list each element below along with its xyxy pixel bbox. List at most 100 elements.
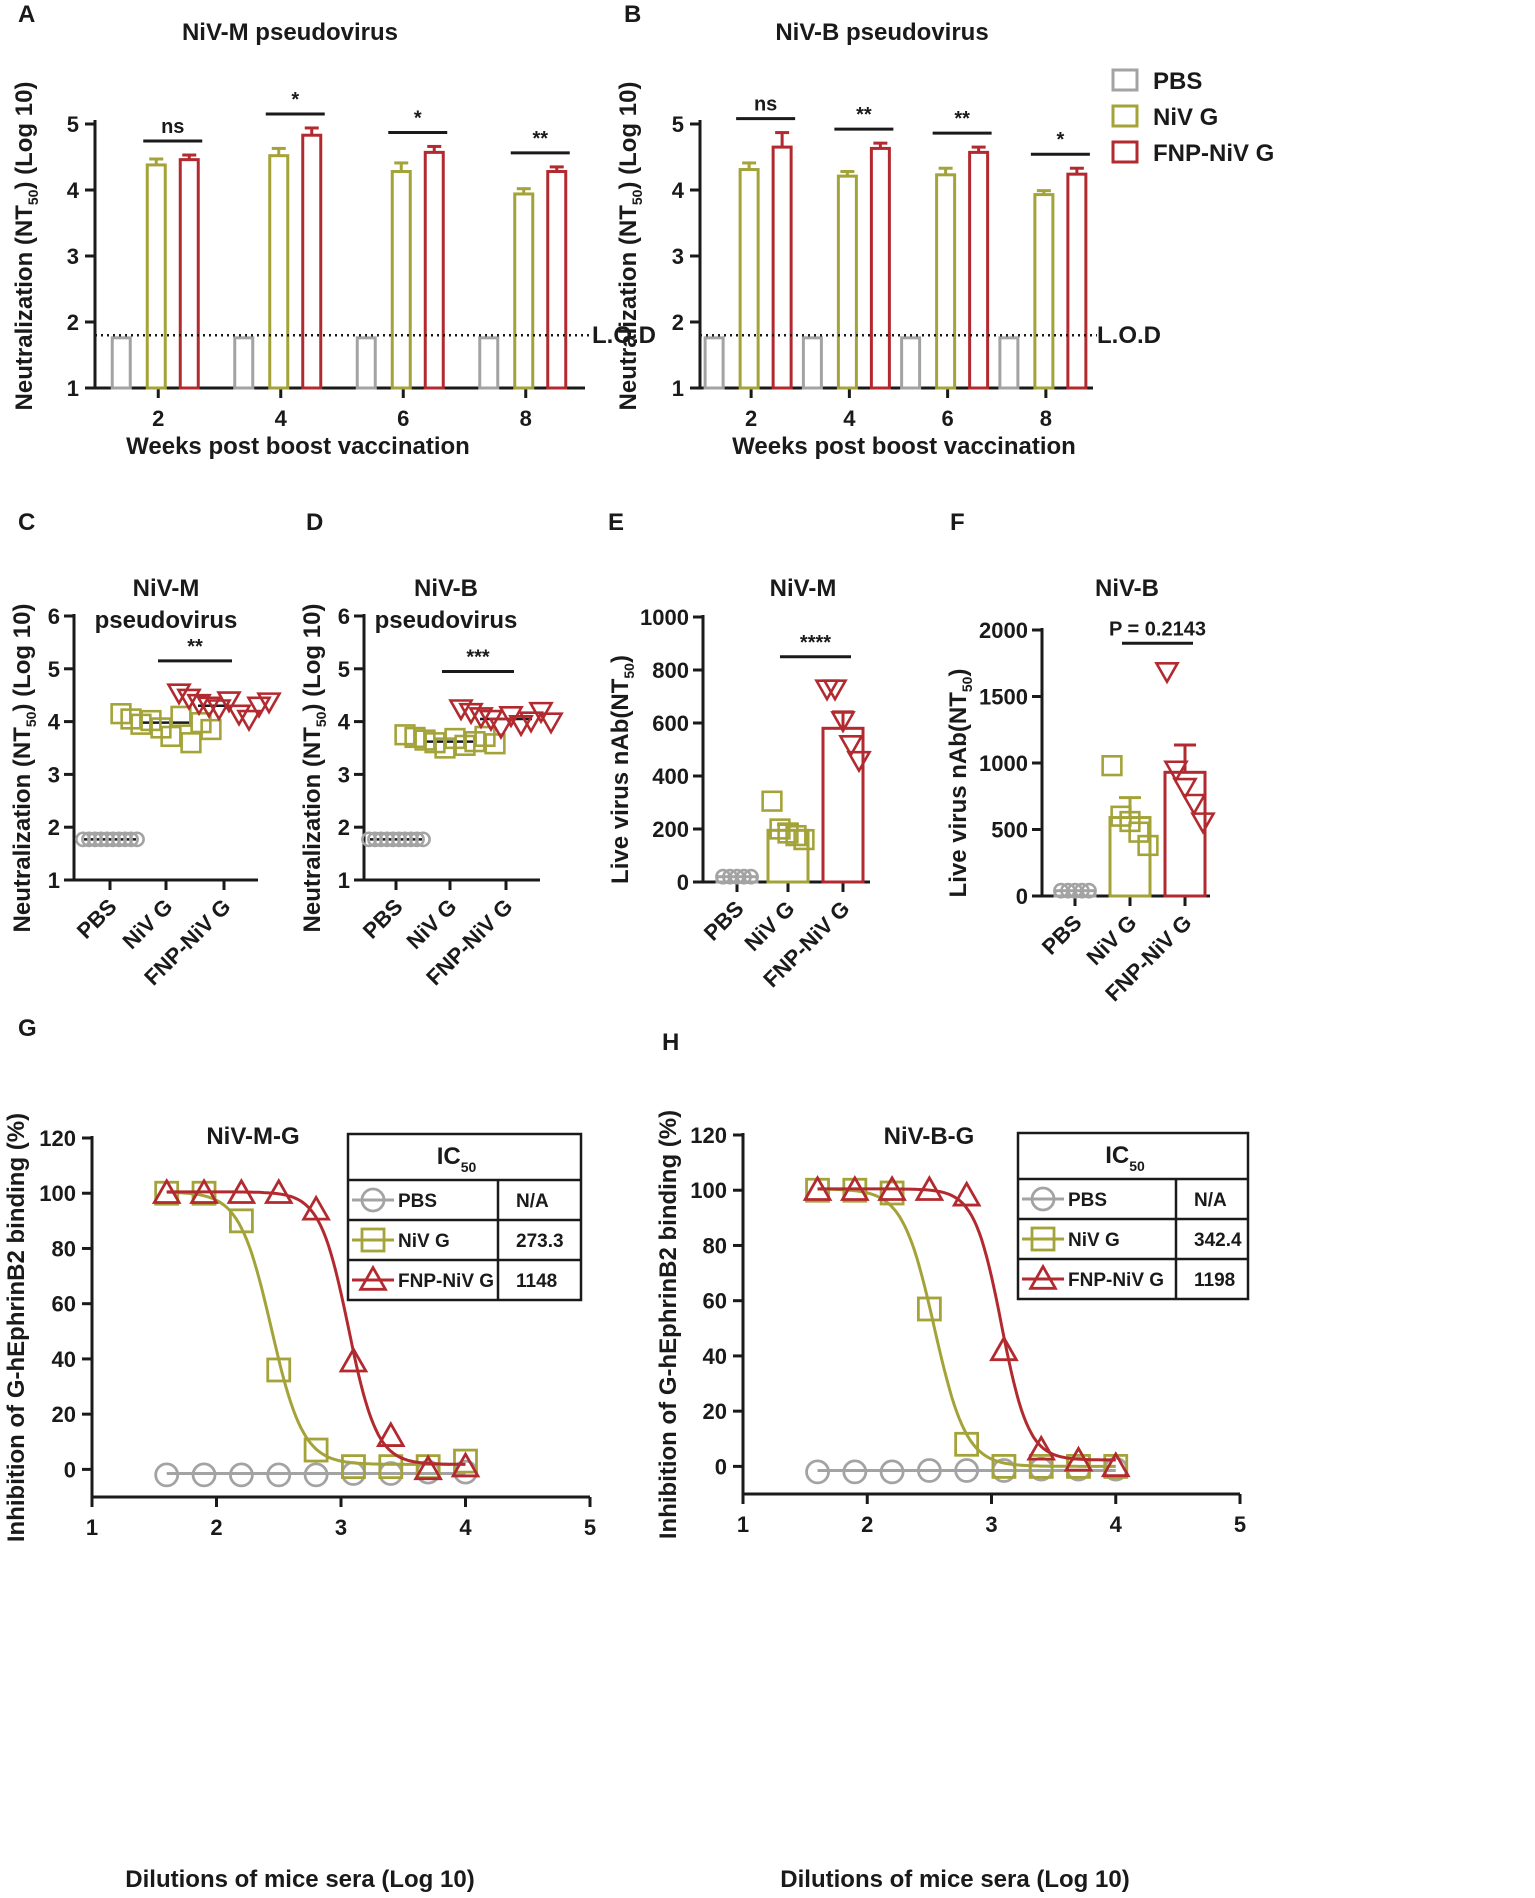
panel-G: G NiV-M-G 0 20 40 60 80 100 120 1 2 3 4 5 Inhibition o…	[3, 1015, 596, 1893]
data-point-fnp	[1181, 793, 1207, 817]
data-point-pbs	[805, 1459, 830, 1485]
x-tick-label-F: PBS	[1037, 910, 1087, 960]
table-label-nivg: NiV G	[398, 1231, 450, 1252]
data-point-fnp	[1163, 760, 1189, 783]
legend-swatch-nivg	[1111, 104, 1139, 128]
data-point-pbs	[1081, 882, 1097, 899]
y-tick-label-C: 4	[48, 710, 61, 735]
data-point-nivg	[777, 822, 799, 844]
data-point-fnp	[1026, 1434, 1057, 1461]
x-tick-label-H: 3	[985, 1512, 997, 1537]
lod-label-B: L.O.D	[1097, 322, 1161, 349]
y-tick-label-E: 400	[652, 764, 689, 789]
x-tick-label-G: 1	[86, 1515, 98, 1540]
x-tick-label-A: 2	[152, 406, 164, 431]
data-point-nivg	[879, 1180, 905, 1206]
y-tick-label-A: 1	[67, 376, 79, 401]
bar-nivg	[145, 163, 167, 390]
y-tick-label-D: 1	[338, 868, 350, 893]
data-point-pbs	[266, 1462, 292, 1488]
significance-F-label: P = 0.2143	[1109, 618, 1206, 640]
panel-letter-E: E	[608, 509, 624, 536]
panel-letter-C: C	[18, 509, 35, 536]
chart-title-E: NiV-M	[770, 575, 837, 602]
bar-fnp	[869, 146, 891, 390]
table-value-fnp: 1198	[1194, 1270, 1235, 1291]
ic50-table-H: IC50 PBS N/A NiV G 342.4 FNP-NiV G 1198	[1016, 1131, 1250, 1301]
y-tick-label-H: 100	[690, 1178, 727, 1203]
y-tick-label-H: 120	[690, 1123, 727, 1148]
data-point-fnp	[256, 692, 282, 715]
data-point-fnp	[176, 688, 202, 712]
chart-title-C: pseudovirus	[95, 607, 238, 634]
bar-fnp	[771, 145, 793, 390]
significance-C-label: **	[187, 636, 203, 658]
data-point-fnp	[196, 696, 222, 719]
table-label-fnp: FNP-NiV G	[1068, 1270, 1164, 1291]
data-point-nivg	[453, 1448, 478, 1474]
bar-fnp	[1066, 172, 1088, 390]
data-point-pbs	[736, 868, 752, 885]
panel-letter-F: F	[950, 509, 965, 536]
data-point-fnp	[528, 701, 554, 725]
x-axis-label-G: Dilutions of mice sera (Log 10)	[125, 1866, 474, 1893]
data-point-nivg	[761, 790, 783, 812]
legend-swatch-fnp	[1111, 140, 1139, 164]
significance-B-label: ns	[754, 94, 777, 116]
data-point-fnp	[236, 709, 262, 733]
bar-nivg	[738, 168, 760, 390]
data-point-nivg	[180, 732, 202, 754]
y-axis-label-A: Neutralization (NT50) (Log 10)	[11, 82, 41, 411]
significance-D-label: ***	[466, 646, 490, 668]
significance-B-label: **	[954, 108, 970, 130]
y-tick-label-E: 1000	[640, 605, 689, 630]
y-tick-label-B: 1	[672, 376, 684, 401]
y-tick-label-G: 100	[39, 1181, 76, 1206]
table-value-fnp: 1148	[516, 1271, 557, 1292]
y-tick-label-B: 4	[672, 178, 685, 203]
y-axis-label-C: Neutralization (NT50) (Log 10)	[9, 604, 39, 933]
y-tick-label-F: 1000	[979, 751, 1028, 776]
data-point-fnp	[830, 711, 856, 734]
chart-title-G: NiV-M-G	[206, 1123, 299, 1150]
bar-nivg	[1033, 193, 1055, 390]
bar-pbs	[233, 336, 255, 390]
data-point-nivg	[170, 705, 192, 727]
y-tick-label-A: 4	[67, 178, 80, 203]
bar-pbs	[478, 336, 500, 390]
data-point-pbs	[409, 831, 425, 848]
y-axis-label-G: Inhibition of G-hEphrinB2 binding (%)	[3, 1113, 30, 1542]
panel-A: A NiV-M pseudovirus 1 2 3 4 5 Neutralization (N…	[11, 1, 656, 460]
data-point-fnp	[1154, 662, 1180, 685]
data-point-pbs	[154, 1462, 180, 1488]
y-tick-label-G: 60	[52, 1292, 76, 1317]
data-point-pbs	[415, 831, 431, 848]
table-legend-marker-fnp	[1028, 1263, 1058, 1290]
chart-title-F: NiV-B	[1095, 575, 1159, 602]
data-point-nivg	[991, 1453, 1017, 1479]
data-point-nivg	[303, 1437, 329, 1463]
panel-D: D NiV-B pseudovirus 1 2 3 4 5 6 Neutralization (N…	[299, 509, 564, 990]
y-tick-label-E: 0	[677, 870, 689, 895]
y-tick-label-F: 500	[991, 818, 1028, 843]
data-point-fnp	[1190, 812, 1216, 835]
data-point-fnp	[877, 1175, 907, 1201]
table-label-pbs: PBS	[1068, 1190, 1107, 1211]
y-tick-label-H: 0	[715, 1454, 727, 1479]
data-point-pbs	[129, 831, 145, 848]
x-tick-label-B: 2	[745, 406, 757, 431]
data-point-fnp	[1063, 1445, 1094, 1472]
ic50-table-header: IC50	[437, 1143, 477, 1175]
significance-E-label: ****	[800, 632, 831, 654]
bar-fnp	[546, 170, 568, 390]
data-point-fnp	[216, 691, 242, 714]
chart-title-C: NiV-M	[133, 575, 200, 602]
y-tick-label-A: 3	[67, 244, 79, 269]
data-point-pbs	[916, 1458, 942, 1483]
y-tick-label-H: 60	[703, 1289, 727, 1314]
data-point-nivg	[228, 1208, 254, 1234]
legend-label-pbs: PBS	[1153, 68, 1202, 95]
data-point-nivg	[484, 733, 506, 755]
data-point-pbs	[879, 1459, 905, 1485]
